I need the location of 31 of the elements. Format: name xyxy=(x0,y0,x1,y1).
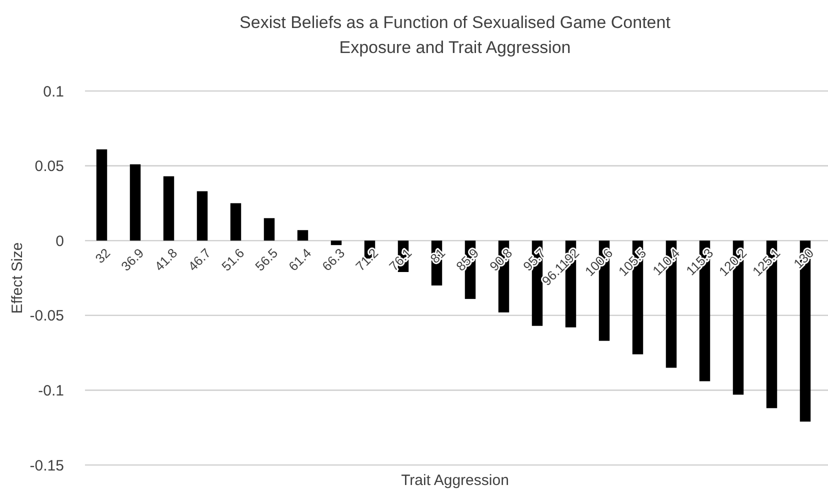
bar xyxy=(163,176,174,241)
x-tick-label: 81 xyxy=(427,245,448,266)
x-tick-label: 66.3 xyxy=(319,245,348,274)
x-tick-label: 76.1 xyxy=(386,245,415,274)
y-axis-title: Effect Size xyxy=(9,242,26,314)
chart-title: Sexist Beliefs as a Function of Sexualised Game Content Exposure and Trait Aggression xyxy=(240,13,671,57)
x-tick-label: 61.4 xyxy=(286,245,314,274)
x-tick-label: 85.9 xyxy=(453,245,482,274)
x-axis-title: Trait Aggression xyxy=(401,472,509,489)
x-tick-label: 46.7 xyxy=(185,245,214,274)
bar xyxy=(130,164,141,241)
y-tick-label: -0.15 xyxy=(30,457,64,474)
x-tick-label: 90.8 xyxy=(486,245,516,274)
y-tick-label: 0.1 xyxy=(43,83,64,100)
x-tick-label: 36.9 xyxy=(118,245,147,274)
bar xyxy=(264,218,275,241)
bar xyxy=(330,240,342,246)
bar xyxy=(297,230,308,241)
x-tick-label: 32 xyxy=(92,245,114,266)
x-tick-label: 51.6 xyxy=(218,245,248,274)
bar xyxy=(196,191,208,241)
x-tick-label: 71.2 xyxy=(352,245,382,274)
bar xyxy=(96,149,108,241)
x-tick-label: 41.8 xyxy=(152,245,180,274)
x-tick-label: 130 xyxy=(790,245,817,272)
y-tick-label: -0.1 xyxy=(38,382,64,400)
y-tick-label: 0.05 xyxy=(34,158,64,176)
x-tick-label: 56.5 xyxy=(252,245,281,274)
bar xyxy=(230,203,242,241)
y-tick-label: -0.05 xyxy=(30,308,64,325)
y-tick-label: 0 xyxy=(56,232,64,250)
